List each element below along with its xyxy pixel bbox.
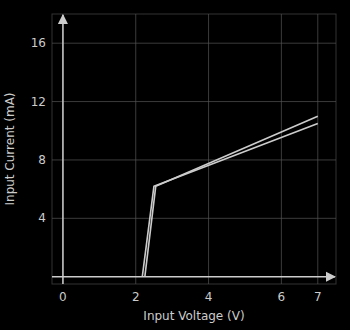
grid	[52, 14, 336, 284]
x-grid-line	[208, 14, 209, 284]
plot-frame	[52, 14, 336, 284]
x-tick-label: 7	[314, 290, 322, 304]
x-tick-label: 4	[205, 290, 213, 304]
y-axis-label: Input Current (mA)	[3, 92, 17, 205]
chart: 0 2 4 6 7 4 8 12 16 Input Voltage (V) Input Curren…	[0, 0, 350, 330]
background	[0, 0, 350, 330]
x-grid-line	[62, 14, 63, 284]
x-tick-label: 2	[132, 290, 140, 304]
y-tick-label: 16	[31, 36, 46, 50]
y-grid-line	[52, 159, 336, 160]
y-grid-line	[52, 101, 336, 102]
y-grid-line	[52, 218, 336, 219]
y-tick-label: 12	[31, 95, 46, 109]
x-tick-label: 6	[278, 290, 286, 304]
data-line	[145, 116, 318, 277]
x-grid-line	[135, 14, 136, 284]
y-grid-line	[52, 43, 336, 44]
y-tick-label: 8	[38, 153, 46, 167]
lines	[142, 116, 317, 277]
x-grid-line	[281, 14, 282, 284]
x-tick-label: 0	[59, 290, 67, 304]
y-axis	[62, 15, 64, 284]
data-line	[142, 123, 317, 276]
x-grid-line	[317, 14, 318, 284]
x-axis-label: Input Voltage (V)	[143, 309, 244, 323]
x-axis	[52, 276, 335, 278]
y-tick-label: 4	[38, 211, 46, 225]
